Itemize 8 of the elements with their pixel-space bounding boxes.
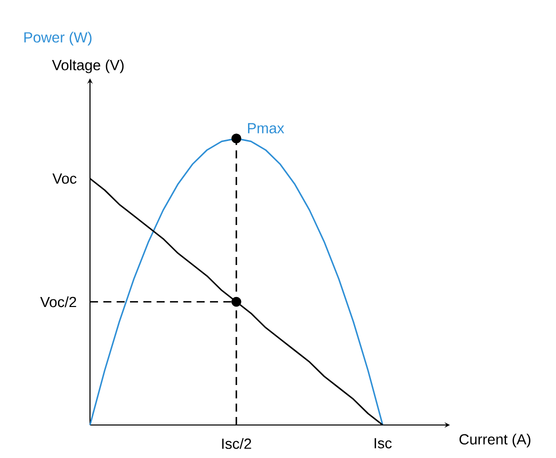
x-tick-label: Isc/2 [222,438,252,449]
text: Power (W) [24,32,92,46]
y-axis-title: Voltage (V) [52,60,124,74]
text: Voc/2 [40,296,76,308]
text: Voc [52,174,76,184]
x-axis-title: Current (A) [460,434,530,448]
annotation: Pmax [248,123,284,134]
x-tick-label: Isc [374,438,392,448]
